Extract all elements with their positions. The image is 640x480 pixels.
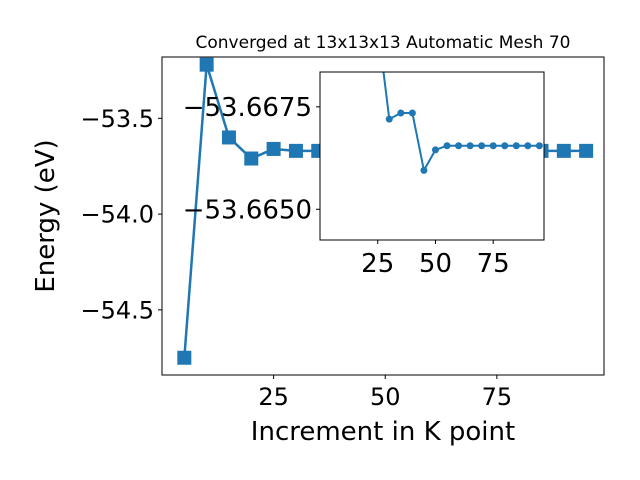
inset-data-point — [501, 142, 509, 150]
main-x-tick-label: 50 — [370, 383, 401, 411]
main-data-point — [177, 350, 192, 365]
inset-y-tick-label: −53.6675 — [183, 93, 312, 123]
inset-x-tick-label: 75 — [477, 249, 510, 279]
main-y-tick-label: −53.5 — [80, 105, 154, 133]
inset-axes-frame — [319, 71, 545, 241]
main-data-point — [244, 151, 259, 166]
main-x-tick-label: 25 — [258, 383, 289, 411]
inset-data-point — [408, 109, 416, 117]
main-data-point — [266, 141, 281, 156]
inset-data-point — [489, 142, 497, 150]
inset-y-tick-label: −53.6650 — [183, 196, 312, 226]
inset-data-point — [535, 142, 543, 150]
main-y-ticks: −54.5 −54.0 −53.5 — [80, 105, 162, 325]
inset-chart: 25 50 75 −53.6675 −53.6650 — [183, 71, 545, 279]
main-y-tick-label: −54.5 — [80, 297, 154, 325]
main-data-point — [579, 143, 594, 158]
main-axes-frame — [161, 56, 605, 376]
inset-data-point — [512, 142, 520, 150]
inset-x-tick-label: 25 — [361, 249, 394, 279]
main-x-ticks: 25 50 75 — [258, 375, 512, 411]
inset-data-point — [443, 142, 451, 150]
inset-plot-area — [382, 72, 543, 174]
inset-data-point — [431, 146, 439, 154]
chart-title: Converged at 13x13x13 Automatic Mesh 70 — [196, 33, 571, 53]
inset-data-point — [455, 142, 463, 150]
inset-x-tick-label: 50 — [419, 249, 452, 279]
main-data-point — [199, 57, 214, 72]
main-data-point — [288, 143, 303, 158]
main-y-tick-label: −54.0 — [80, 201, 154, 229]
inset-y-ticks: −53.6675 −53.6650 — [183, 93, 320, 226]
inset-data-point — [397, 109, 405, 117]
inset-data-point — [524, 142, 532, 150]
inset-data-point — [478, 142, 486, 150]
main-data-point — [556, 143, 571, 158]
main-x-tick-label: 75 — [482, 383, 513, 411]
y-axis-label: Energy (eV) — [31, 139, 61, 292]
inset-x-ticks: 25 50 75 — [361, 240, 510, 279]
inset-data-point — [385, 115, 393, 123]
inset-data-point — [466, 142, 474, 150]
inset-data-point — [420, 166, 428, 174]
main-data-point — [221, 130, 236, 145]
x-axis-label: Increment in K point — [251, 417, 515, 447]
